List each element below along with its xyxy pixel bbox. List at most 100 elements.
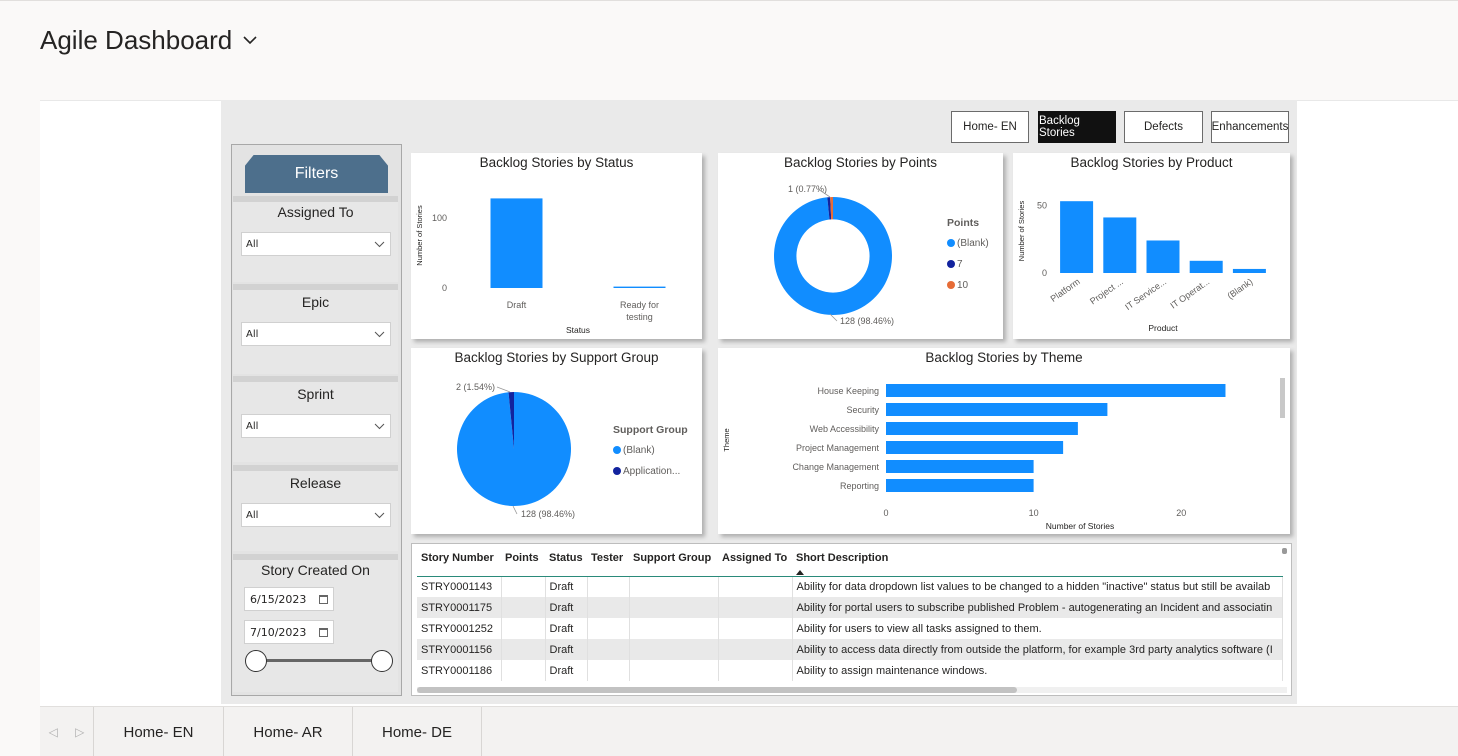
y-tick-label: 50 [1037, 200, 1047, 210]
cell-support-group [629, 660, 719, 681]
x-tick-label: testing [626, 312, 653, 322]
end-date-value: 7/10/2023 [250, 625, 307, 639]
y-tick-label: Project Management [796, 443, 880, 453]
col-assigned-to[interactable]: Assigned To [718, 548, 792, 577]
data-label: 128 (98.46%) [840, 316, 894, 326]
cell-short-description: Ability for portal users to subscribe pu… [792, 597, 1283, 618]
vertical-scrollbar[interactable] [1282, 548, 1287, 554]
chart-panel-product: Backlog Stories by Product 0 50 Platform Pr… [1013, 153, 1290, 339]
chevron-down-icon [374, 241, 385, 248]
dropdown-value: All [246, 328, 259, 340]
sprint-dropdown[interactable]: All [241, 414, 391, 438]
cell-support-group [629, 576, 719, 597]
nav-button-defects[interactable]: Defects [1124, 111, 1203, 143]
tab-scroll-right-icon[interactable]: ▷ [75, 725, 85, 739]
legend-label: Application... [623, 466, 680, 477]
vertical-scrollbar[interactable] [1280, 378, 1285, 418]
cell-tester [587, 618, 630, 639]
horizontal-scrollbar[interactable] [417, 687, 1287, 693]
y-tick-label: Security [846, 405, 879, 415]
tab-home-en[interactable]: Home- EN [94, 707, 224, 756]
legend-marker [947, 239, 955, 247]
release-dropdown[interactable]: All [241, 503, 391, 527]
table-row[interactable]: STRY0001156 Draft Ability to access data d… [417, 639, 1283, 660]
nav-button-backlog-stories[interactable]: Backlog Stories [1038, 111, 1116, 143]
chart-title: Backlog Stories by Theme [925, 350, 1083, 365]
chevron-down-icon [374, 512, 385, 519]
epic-dropdown[interactable]: All [241, 322, 391, 346]
end-date-input[interactable]: 7/10/2023 [244, 620, 334, 644]
cell-assigned-to [718, 639, 793, 660]
nav-button-home-en[interactable]: Home- EN [951, 111, 1029, 143]
x-tick-label: IT Operat... [1168, 276, 1211, 310]
table-row[interactable]: STRY0001175 Draft Ability for portal users… [417, 597, 1283, 618]
date-range-start-handle[interactable] [245, 650, 267, 672]
y-tick-label: 100 [432, 213, 447, 223]
dropdown-value: All [246, 509, 259, 521]
cell-story-number: STRY0001143 [417, 576, 502, 597]
assigned-to-dropdown[interactable]: All [241, 232, 391, 256]
col-short-description-label: Short Description [796, 552, 889, 564]
slicer-label: Epic [301, 294, 330, 310]
dropdown-value: All [246, 238, 259, 250]
slice [508, 392, 514, 449]
x-tick-label: Draft [507, 300, 527, 310]
bar [886, 384, 1226, 397]
calendar-icon[interactable] [319, 628, 328, 637]
x-tick-label: Platform [1049, 276, 1082, 303]
leader-line [496, 386, 511, 393]
cell-short-description: Ability to access data directly from out… [792, 639, 1283, 660]
cell-status: Draft [545, 597, 588, 618]
cell-points [501, 618, 546, 639]
start-date-input[interactable]: 6/15/2023 [244, 587, 334, 611]
bar [886, 441, 1064, 454]
x-axis-title: Number of Stories [1046, 521, 1115, 531]
cell-status: Draft [545, 576, 588, 597]
x-axis-title: Product [1148, 323, 1178, 333]
filters-header: Filters [245, 155, 388, 193]
cell-story-number: STRY0001175 [417, 597, 502, 618]
x-tick-label: 0 [883, 508, 888, 518]
cell-assigned-to [718, 618, 793, 639]
cell-tester [587, 597, 630, 618]
tab-scroll-left-icon[interactable]: ◁ [48, 725, 58, 739]
start-date-value: 6/15/2023 [250, 592, 307, 606]
col-points[interactable]: Points [501, 548, 545, 577]
data-label: 1 (0.77%) [788, 184, 827, 194]
slicer-label: Release [289, 475, 342, 491]
calendar-icon[interactable] [319, 595, 328, 604]
table-row[interactable]: STRY0001186 Draft Ability to assign mainte… [417, 660, 1283, 681]
date-range-end-handle[interactable] [371, 650, 393, 672]
sort-ascending-icon [796, 570, 804, 575]
x-tick-label: Ready for [620, 300, 659, 310]
col-status[interactable]: Status [545, 548, 587, 577]
col-short-description[interactable]: Short Description [792, 548, 1282, 577]
page-tabs-bar: ◁ ▷ Home- EN Home- AR Home- DE [40, 706, 1458, 756]
col-support-group[interactable]: Support Group [629, 548, 718, 577]
cell-tester [587, 639, 630, 660]
chevron-down-icon[interactable] [242, 32, 258, 48]
col-story-number[interactable]: Story Number [417, 548, 501, 577]
legend-marker [947, 281, 955, 289]
tab-home-de[interactable]: Home- DE [353, 707, 482, 756]
bar [886, 403, 1108, 416]
legend-title: Points [947, 217, 979, 229]
scrollbar-thumb[interactable] [417, 687, 1017, 693]
y-axis-title: Number of Stories [1017, 201, 1026, 262]
y-tick-label: Change Management [792, 462, 879, 472]
cell-tester [587, 660, 630, 681]
tab-home-ar[interactable]: Home- AR [224, 707, 353, 756]
col-tester[interactable]: Tester [587, 548, 629, 577]
cell-support-group [629, 639, 719, 660]
chart-panel-theme: Backlog Stories by Theme House Keeping Se… [718, 348, 1290, 534]
table-row[interactable]: STRY0001252 Draft Ability for users to vie… [417, 618, 1283, 639]
nav-button-enhancements[interactable]: Enhancements [1211, 111, 1289, 143]
bar [1232, 268, 1266, 273]
stories-table: Story Number Points Status Tester Suppor… [417, 548, 1283, 681]
status-bar-chart: 0 100 Draft Ready for testing Status Number of… [415, 198, 666, 335]
bar [886, 479, 1034, 492]
table-header-row: Story Number Points Status Tester Suppor… [417, 548, 1282, 577]
cell-tester [587, 576, 630, 597]
tab-scroll-arrows: ◁ ▷ [40, 707, 94, 756]
table-row[interactable]: STRY0001143 Draft Ability for data dropdow… [417, 576, 1283, 597]
